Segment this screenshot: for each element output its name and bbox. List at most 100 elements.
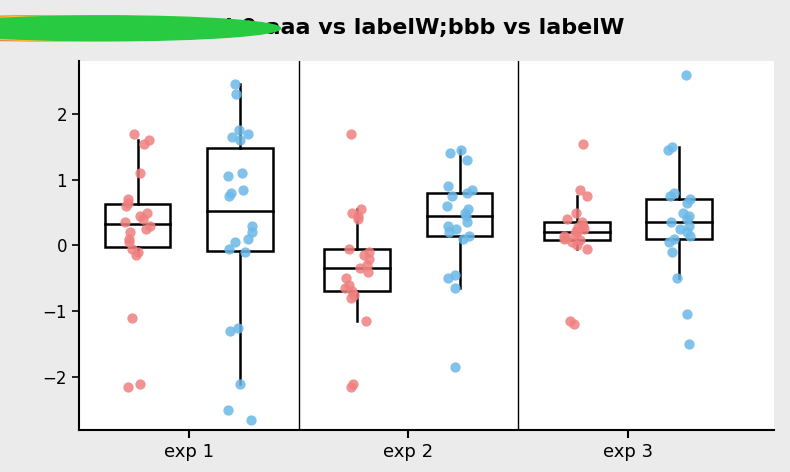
Bar [544,222,610,240]
Point [143,136,156,144]
Point [346,287,359,295]
Point [222,173,235,180]
Point [340,275,352,282]
Point [443,228,456,236]
Point [242,235,254,243]
Point [122,195,135,203]
Point [363,255,375,262]
Point [221,406,234,413]
Point [661,146,674,154]
Point [246,222,258,229]
Point [134,212,146,219]
Point [244,416,257,423]
Point [574,236,586,244]
Bar [427,193,492,236]
Point [684,195,697,203]
Point [230,91,243,98]
Point [683,212,695,219]
Point [446,193,458,200]
Point [570,209,582,216]
Point [232,324,245,331]
Point [444,150,457,157]
Bar [324,249,390,291]
Point [560,215,573,223]
Point [666,248,679,256]
Point [344,130,357,137]
Point [352,212,364,219]
Circle shape [0,16,280,41]
Point [128,130,141,137]
Point [564,317,577,325]
Point [234,136,246,144]
Point [239,248,251,256]
Point [459,212,472,219]
Point [126,314,138,321]
Point [457,235,469,243]
Point [683,222,696,229]
Point [566,238,578,246]
Point [228,81,241,88]
Point [679,71,692,78]
Point [568,230,581,237]
Point [581,193,593,200]
Point [449,271,461,279]
Point [134,169,146,177]
Point [558,232,570,239]
Point [461,219,473,226]
Point [353,265,366,272]
Point [141,209,153,216]
Point [132,248,145,256]
Point [236,186,249,194]
Point [352,215,365,223]
Point [572,223,585,231]
Point [137,215,149,223]
Point [345,383,358,390]
Point [466,186,479,194]
Point [558,235,570,243]
Point [123,238,136,246]
Point [664,193,676,200]
Point [681,228,694,236]
Point [683,340,695,348]
Point [134,379,147,387]
Point [663,238,675,246]
Point [118,219,131,226]
Point [570,227,583,235]
Point [681,311,694,318]
Point [577,140,589,147]
Point [362,268,374,276]
Point [560,234,573,241]
Bar [104,203,171,247]
Point [226,133,239,141]
Point [224,327,236,335]
Point [344,294,357,302]
Point [222,193,235,200]
Point [348,291,360,298]
Point [461,156,474,164]
Point [666,143,679,151]
Point [671,275,683,282]
Point [122,199,135,206]
Point [442,275,454,282]
Point [232,126,245,134]
Point [339,285,352,292]
Point [343,281,356,289]
Point [676,209,689,216]
Point [234,379,246,387]
Point [126,245,139,253]
Point [454,146,467,154]
Point [664,219,677,226]
Point [668,235,681,243]
Point [358,252,371,259]
Bar [207,149,273,251]
Point [674,225,687,233]
Point [236,169,249,177]
Point [577,225,590,233]
Point [124,228,137,236]
Point [122,383,134,390]
Bar [646,199,712,239]
Point [346,209,359,216]
Point [571,228,584,236]
Point [130,252,142,259]
Point [463,232,476,239]
